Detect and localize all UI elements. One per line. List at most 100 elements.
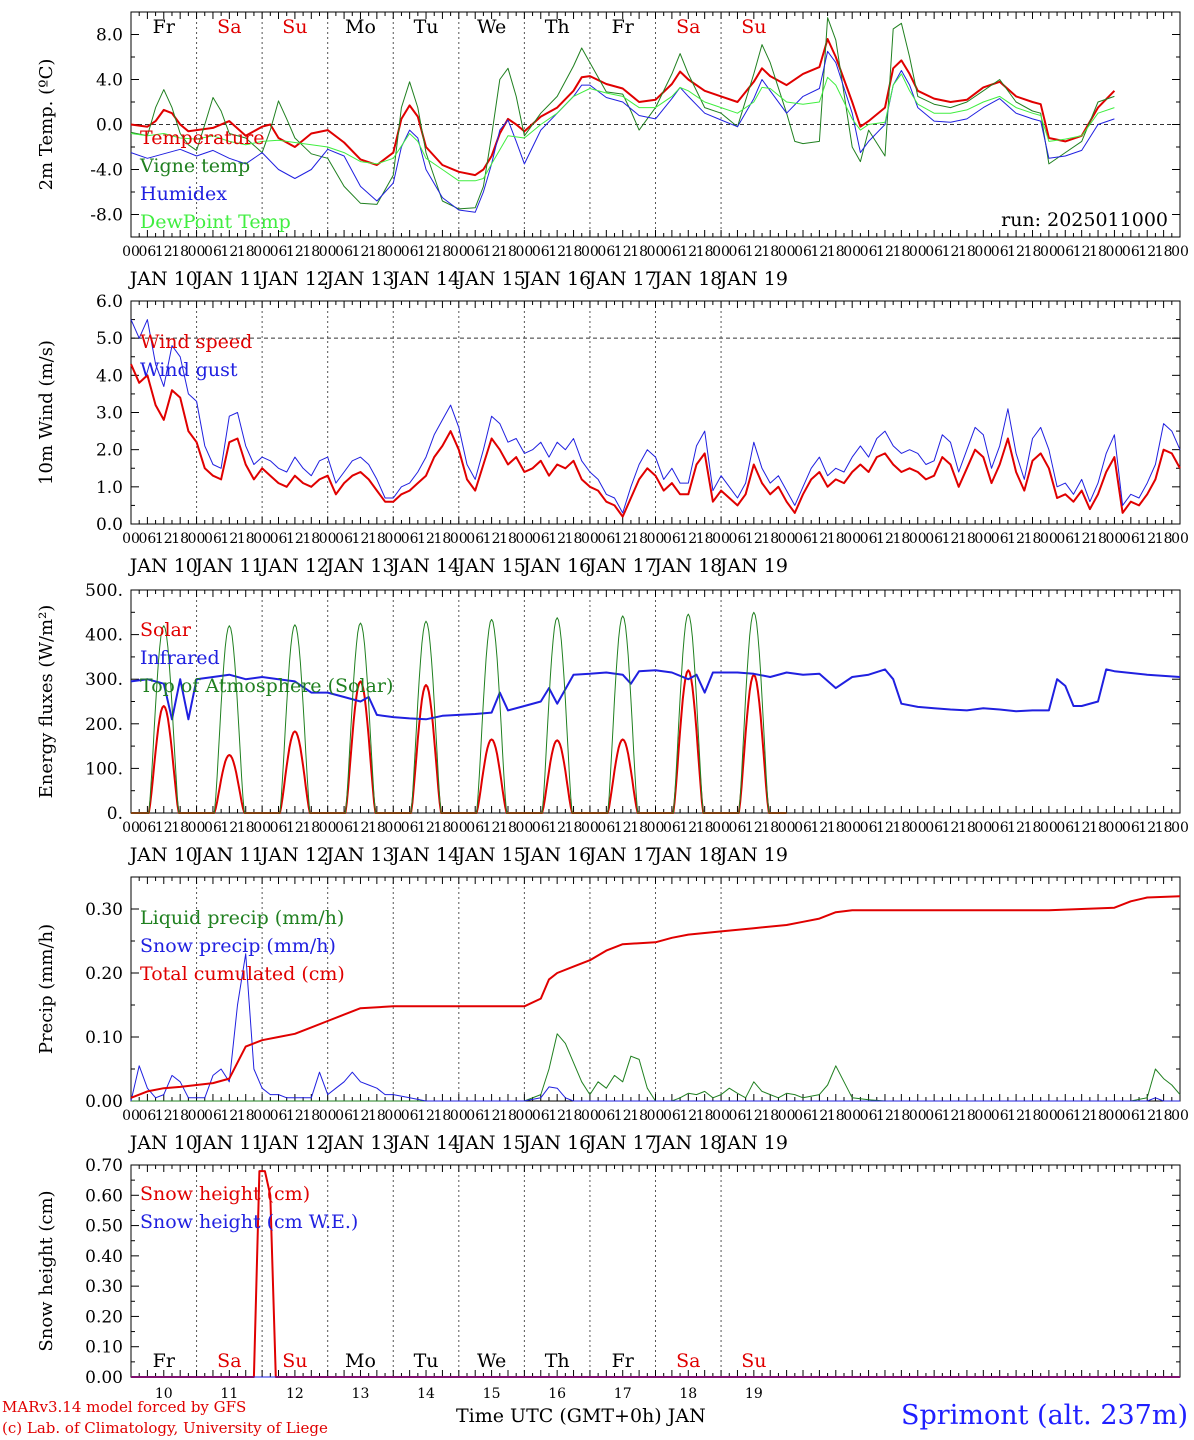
hour-tick-label: 00 xyxy=(450,531,468,547)
hour-tick-label: 12 xyxy=(745,244,763,260)
hour-tick-label: 12 xyxy=(1138,244,1156,260)
y-tick-label: 0.70 xyxy=(85,1156,123,1176)
hour-tick-label: 00 xyxy=(450,1108,468,1124)
day-number-label: 18 xyxy=(679,1386,697,1402)
hour-tick-label: 12 xyxy=(417,820,435,836)
hour-tick-label: 06 xyxy=(597,820,615,836)
hour-tick-label: 18 xyxy=(1089,531,1107,547)
hour-tick-label: 18 xyxy=(827,244,845,260)
hour-tick-label: 00 xyxy=(450,820,468,836)
hour-tick-label: 12 xyxy=(352,820,370,836)
hour-tick-label: 12 xyxy=(876,820,894,836)
hour-tick-label: 00 xyxy=(974,244,992,260)
weekday-label: Su xyxy=(741,16,766,38)
legend-entry: Solar xyxy=(140,619,192,641)
y-axis-label: Precip (mm/h) xyxy=(36,924,57,1054)
date-label: JAN 18 xyxy=(652,844,722,866)
hour-tick-label: 06 xyxy=(335,531,353,547)
hour-tick-label: 00 xyxy=(1171,1108,1189,1124)
hour-tick-label: 00 xyxy=(122,531,140,547)
y-tick-label: 0.50 xyxy=(85,1217,123,1237)
hour-tick-label: 00 xyxy=(188,1108,206,1124)
series-line-wind-gust xyxy=(130,319,1181,514)
hour-tick-label: 12 xyxy=(483,1108,501,1124)
y-tick-label: 0.40 xyxy=(85,1247,123,1267)
date-label: JAN 18 xyxy=(652,1132,722,1154)
hour-tick-label: 12 xyxy=(352,244,370,260)
hour-tick-label: 00 xyxy=(843,1108,861,1124)
hour-tick-label: 18 xyxy=(171,820,189,836)
date-label: JAN 14 xyxy=(390,555,460,577)
hour-tick-label: 12 xyxy=(1007,820,1025,836)
date-label: JAN 13 xyxy=(324,844,394,866)
hour-tick-label: 12 xyxy=(745,531,763,547)
hour-tick-label: 00 xyxy=(122,1108,140,1124)
legend-entry: Snow precip (mm/h) xyxy=(140,935,336,957)
hour-tick-label: 12 xyxy=(352,531,370,547)
hour-tick-label: 12 xyxy=(1138,820,1156,836)
hour-tick-label: 12 xyxy=(220,531,238,547)
y-tick-label: 5.0 xyxy=(96,329,123,349)
weekday-label: Su xyxy=(282,1350,307,1372)
y-tick-label: 0. xyxy=(107,804,123,824)
hour-tick-label: 18 xyxy=(302,820,320,836)
date-label: JAN 12 xyxy=(259,268,329,290)
date-label: JAN 11 xyxy=(193,844,263,866)
hour-tick-label: 18 xyxy=(827,1108,845,1124)
hour-tick-label: 06 xyxy=(270,1108,288,1124)
hour-tick-label: 06 xyxy=(1056,820,1074,836)
y-tick-label: 3.0 xyxy=(96,404,123,424)
hour-tick-label: 06 xyxy=(729,820,747,836)
series-line-dewpoint-temp xyxy=(130,73,1115,182)
weekday-label: Sa xyxy=(676,16,700,38)
series-line-wind-speed xyxy=(130,363,1181,518)
weekday-label: Fr xyxy=(612,16,635,38)
lab-credit: (c) Lab. of Climatology, University of L… xyxy=(2,1419,328,1437)
legend-entry: Temperature xyxy=(140,127,264,149)
hour-tick-label: 00 xyxy=(1106,531,1124,547)
hour-tick-label: 06 xyxy=(1122,1108,1140,1124)
hour-tick-label: 00 xyxy=(253,244,271,260)
hour-tick-label: 18 xyxy=(368,1108,386,1124)
hour-tick-label: 00 xyxy=(1171,531,1189,547)
hour-tick-label: 06 xyxy=(663,820,681,836)
hour-tick-label: 12 xyxy=(1007,531,1025,547)
hour-tick-label: 18 xyxy=(434,1108,452,1124)
day-number-label: 15 xyxy=(483,1386,501,1402)
hour-tick-label: 12 xyxy=(679,244,697,260)
hour-tick-label: 12 xyxy=(1138,531,1156,547)
time-axis-label: Time UTC (GMT+0h) JAN xyxy=(456,1405,706,1427)
hour-tick-label: 00 xyxy=(843,820,861,836)
hour-tick-label: 12 xyxy=(942,244,960,260)
hour-tick-label: 06 xyxy=(138,531,156,547)
date-label: JAN 15 xyxy=(456,555,526,577)
legend-entry: Snow height (cm) xyxy=(140,1183,310,1205)
hour-tick-label: 00 xyxy=(515,531,533,547)
hour-tick-label: 12 xyxy=(810,820,828,836)
hour-tick-label: 18 xyxy=(630,1108,648,1124)
hour-tick-label: 12 xyxy=(155,531,173,547)
hour-tick-label: 00 xyxy=(712,244,730,260)
hour-tick-label: 00 xyxy=(909,531,927,547)
hour-tick-label: 06 xyxy=(270,244,288,260)
hour-tick-label: 00 xyxy=(581,820,599,836)
hour-tick-label: 12 xyxy=(417,1108,435,1124)
hour-tick-label: 06 xyxy=(1056,531,1074,547)
hour-tick-label: 12 xyxy=(745,820,763,836)
hour-tick-label: 12 xyxy=(1073,531,1091,547)
date-label: JAN 13 xyxy=(324,555,394,577)
y-axis-label: 2m Temp. (ºC) xyxy=(36,59,57,191)
hour-tick-label: 00 xyxy=(384,820,402,836)
hour-tick-label: 06 xyxy=(270,531,288,547)
legend-entry: Humidex xyxy=(140,183,227,205)
hour-tick-label: 06 xyxy=(925,820,943,836)
hour-tick-label: 18 xyxy=(368,820,386,836)
hour-tick-label: 00 xyxy=(778,1108,796,1124)
hour-tick-label: 18 xyxy=(630,820,648,836)
hour-tick-label: 06 xyxy=(138,820,156,836)
hour-tick-label: 18 xyxy=(368,531,386,547)
hour-tick-label: 06 xyxy=(1122,820,1140,836)
weekday-label: Fr xyxy=(153,16,176,38)
hour-tick-label: 06 xyxy=(663,531,681,547)
hour-tick-label: 06 xyxy=(729,244,747,260)
